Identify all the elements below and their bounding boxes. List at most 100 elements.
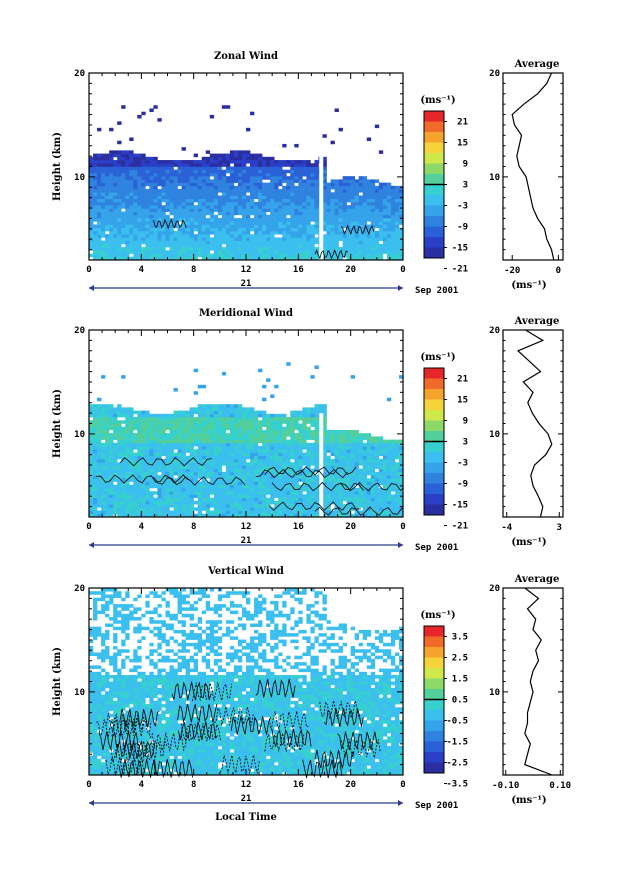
field-cell — [338, 494, 343, 498]
field-cell — [105, 166, 110, 171]
field-cell — [121, 211, 126, 216]
field-cell — [189, 211, 194, 216]
field-cell — [149, 423, 154, 428]
field-cell — [141, 169, 146, 174]
field-cell — [382, 465, 388, 469]
field-cell — [229, 166, 235, 171]
field-cell — [149, 205, 154, 209]
field-cell — [286, 455, 291, 460]
field-cell — [169, 230, 174, 235]
field-cell — [374, 214, 380, 219]
field-cell — [302, 211, 307, 216]
field-cell — [213, 468, 219, 473]
field-cell — [93, 163, 98, 167]
field-cell — [97, 423, 102, 428]
field-cell — [274, 160, 279, 164]
field-cell — [181, 504, 186, 508]
field-cell — [161, 189, 166, 193]
field-cell — [97, 436, 102, 440]
field-cell — [370, 449, 376, 453]
field-cell — [137, 426, 142, 431]
field-cell — [326, 491, 331, 495]
field-cell — [298, 243, 303, 248]
field-cell — [386, 227, 392, 232]
field-cell — [298, 227, 303, 232]
field-cell — [169, 500, 174, 505]
field-cell — [246, 494, 251, 498]
field-cell — [109, 211, 114, 216]
field-cell — [366, 478, 372, 482]
field-cell — [113, 198, 118, 203]
field-cell — [153, 182, 158, 187]
field-cell — [262, 475, 267, 479]
field-cell — [177, 247, 182, 251]
field-cell — [250, 153, 255, 158]
field-cell — [250, 208, 255, 212]
field-cell — [181, 462, 186, 466]
field-cell — [229, 513, 235, 518]
field-cell — [217, 487, 223, 492]
field-cell — [221, 240, 227, 245]
field-cell — [117, 513, 122, 518]
field-cell — [266, 227, 271, 232]
field-cell — [177, 455, 182, 460]
field-cell — [129, 487, 134, 492]
field-cell — [101, 484, 106, 489]
field-cell — [221, 192, 227, 196]
field-cell — [298, 507, 303, 511]
field-cell — [133, 410, 138, 415]
field-cell — [97, 211, 102, 216]
field-cell — [326, 500, 331, 505]
field-cell — [197, 176, 203, 180]
field-cell — [141, 253, 146, 258]
field-cell — [181, 446, 186, 450]
field-cell — [378, 442, 384, 447]
field-cell — [149, 176, 154, 180]
field-cell — [221, 407, 227, 411]
field-cell — [362, 240, 368, 245]
field-cell — [262, 497, 267, 502]
field-cell — [157, 205, 162, 209]
field-cell — [254, 160, 259, 164]
field-cell — [290, 237, 295, 241]
field-cell — [290, 205, 295, 209]
field-cell — [165, 481, 170, 486]
field-cell — [258, 243, 263, 248]
field-cell — [185, 198, 190, 203]
field-cell — [229, 446, 235, 450]
field-cell — [366, 195, 372, 200]
field-cell — [97, 169, 102, 174]
field-cell — [278, 500, 283, 505]
field-cell — [145, 452, 150, 457]
field-cell — [201, 487, 207, 492]
field-cell — [258, 237, 263, 241]
field-cell — [193, 487, 198, 492]
field-cell — [378, 247, 384, 251]
field-cell — [270, 201, 275, 206]
field-cell — [113, 179, 118, 183]
field-cell — [306, 224, 311, 229]
field-cell — [302, 510, 307, 515]
field-cell — [101, 475, 106, 479]
field-cell — [225, 201, 231, 206]
field-cell — [246, 153, 251, 158]
field-cell — [229, 230, 235, 235]
field-cell — [374, 192, 380, 196]
field-cell — [129, 172, 134, 177]
field-cell — [193, 185, 198, 190]
field-cell — [334, 455, 339, 460]
field-cell — [330, 491, 335, 495]
field-cell — [157, 475, 162, 479]
field-cell — [125, 201, 130, 206]
field-cell — [101, 179, 106, 183]
field-cell — [346, 256, 351, 261]
field-cell — [121, 442, 126, 447]
field-cell — [237, 442, 243, 447]
field-cell — [246, 423, 251, 428]
field-cell — [177, 243, 182, 248]
field-cell — [270, 247, 275, 251]
field-cell — [398, 471, 404, 476]
field-cell — [225, 504, 231, 508]
field-cell — [153, 507, 158, 511]
field-cell — [173, 214, 178, 219]
